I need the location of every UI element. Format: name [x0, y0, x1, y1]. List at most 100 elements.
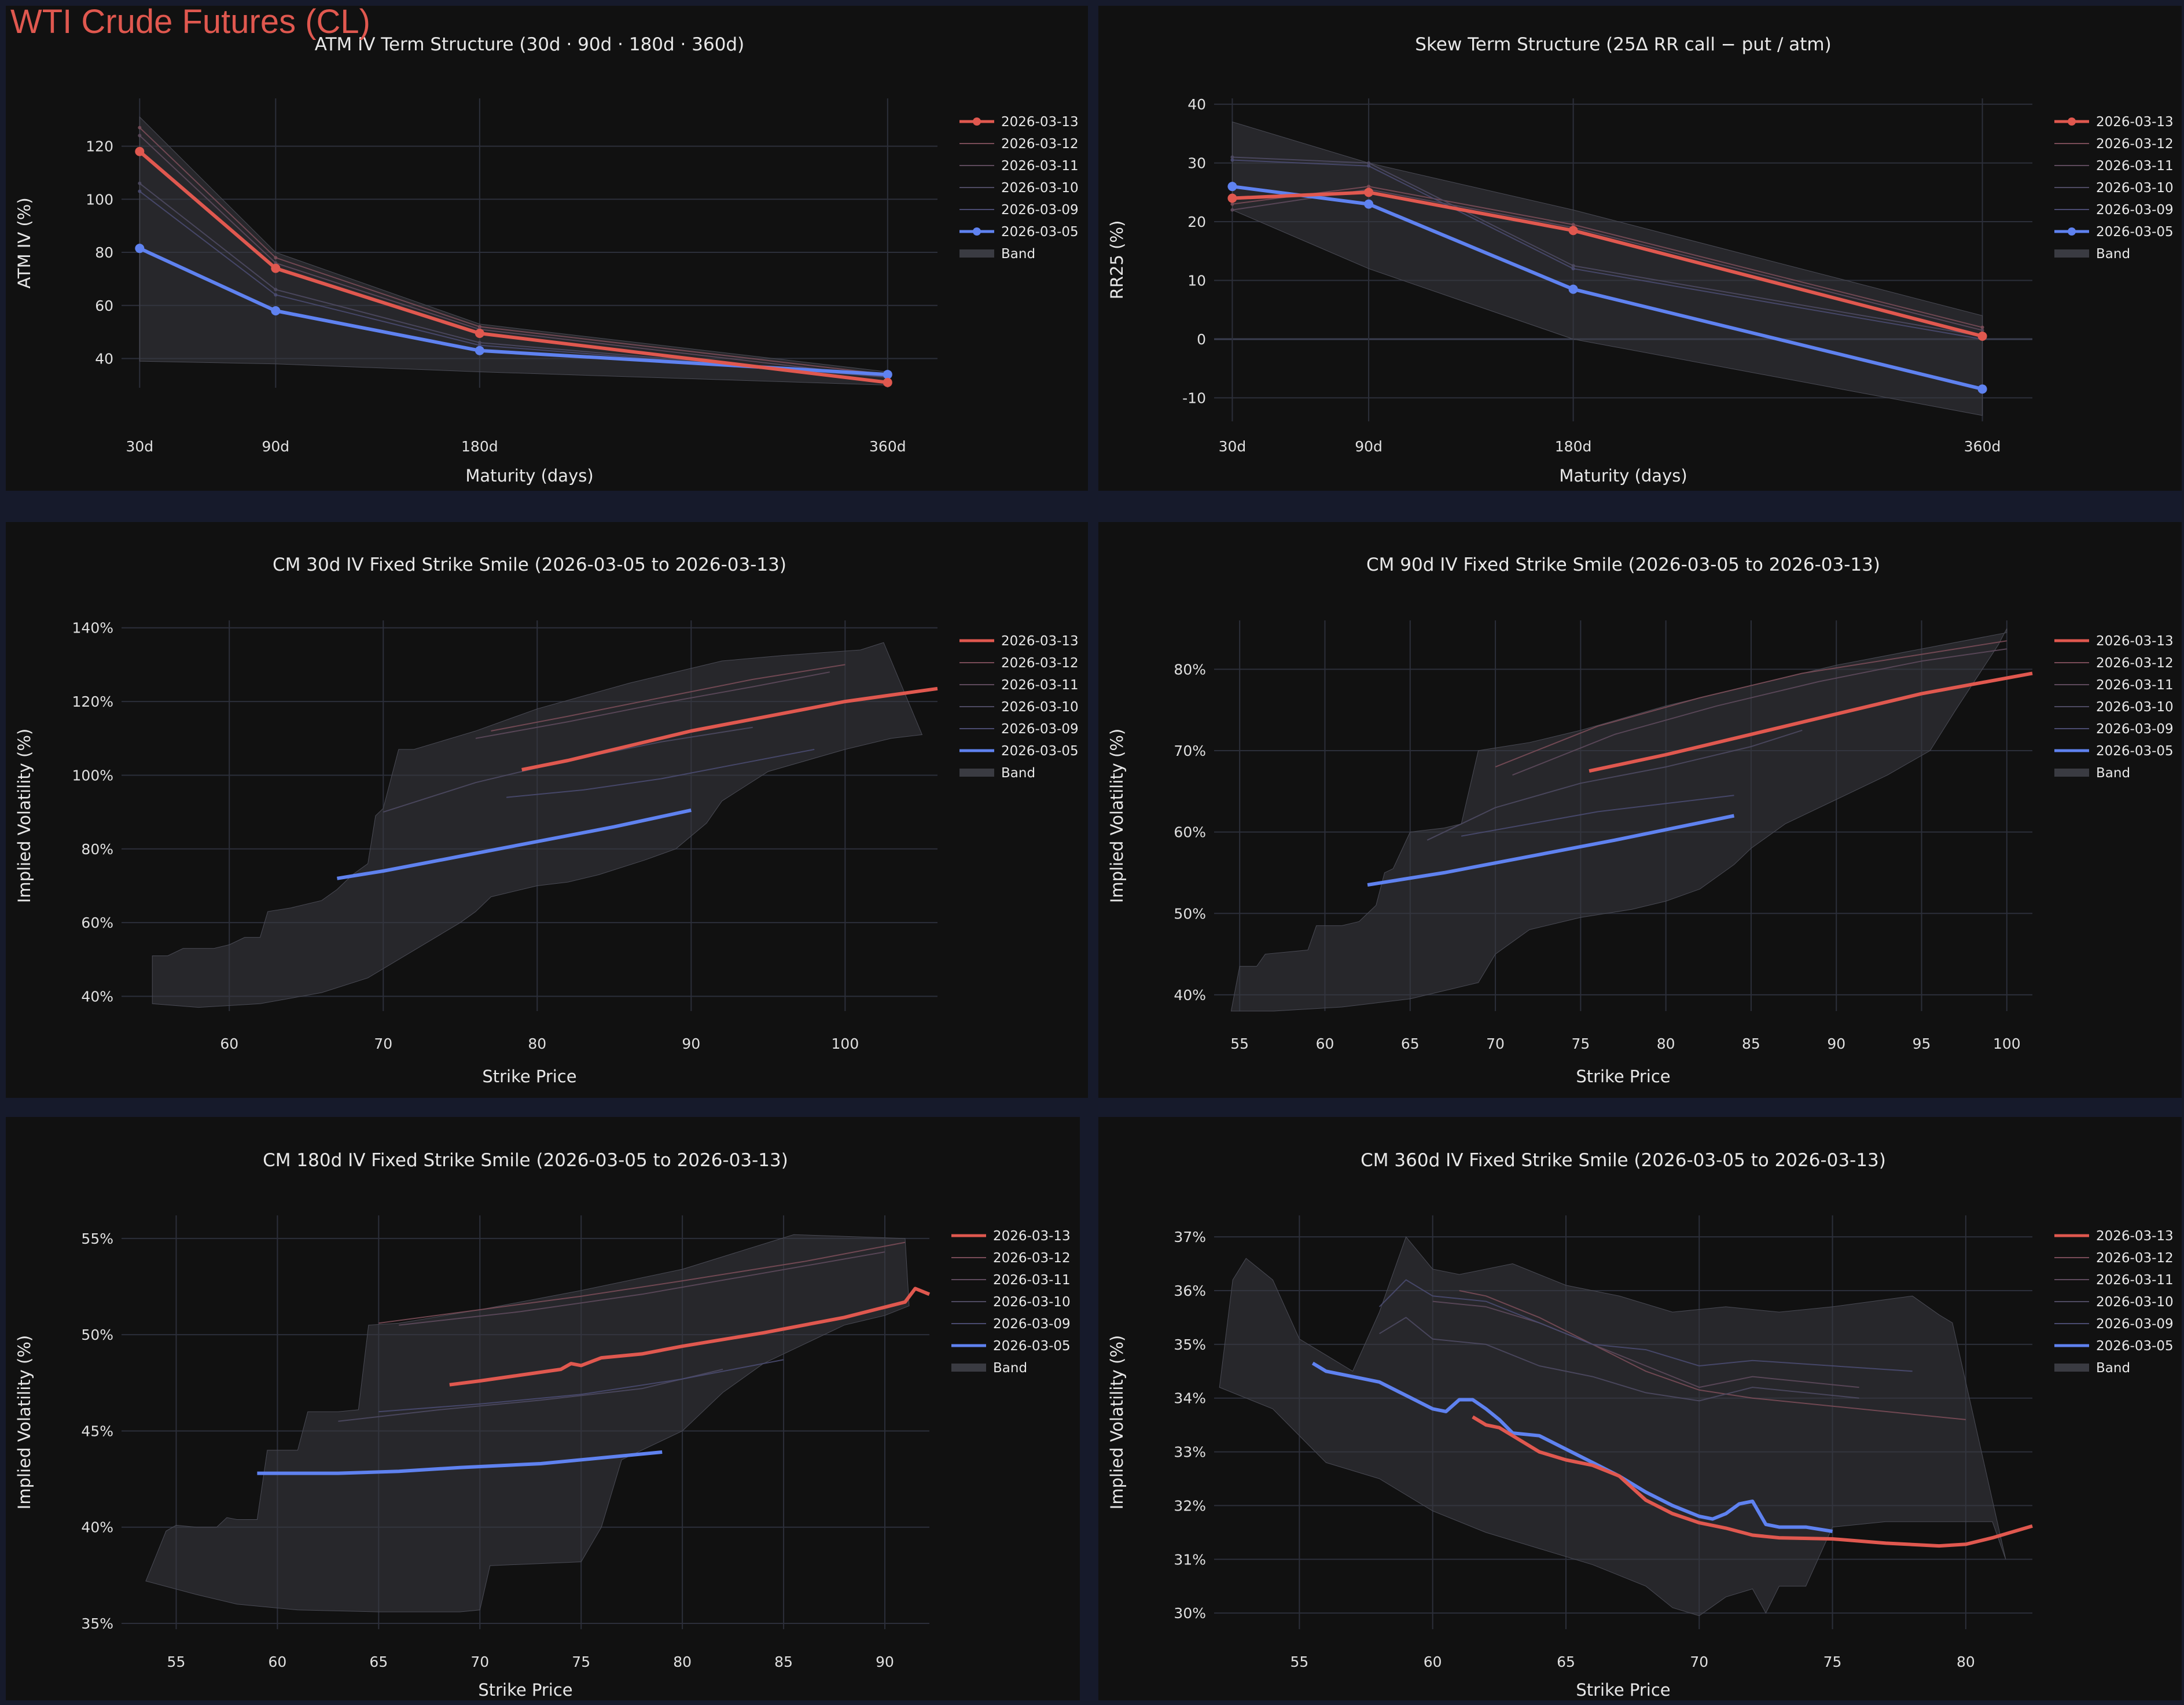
series-line-2026-03-12	[139, 127, 888, 376]
legend-label-2026-03-12: 2026-03-12	[2096, 656, 2174, 671]
series-point-2026-03-12	[1980, 325, 1984, 329]
y-tick-label: 40	[95, 351, 113, 368]
series-line-2026-03-11	[1232, 189, 1983, 331]
series-line-2026-03-13	[1589, 671, 2033, 773]
legend-label-2026-03-13: 2026-03-13	[2096, 634, 2174, 649]
legend-label-2026-03-13: 2026-03-13	[2096, 1229, 2174, 1244]
band-area	[139, 116, 888, 385]
y-tick-label: 35%	[1174, 1336, 1206, 1353]
legend: 2026-03-13 2026-03-12 2026-03-11 2026-03-10…	[959, 115, 1079, 262]
series-line-2026-03-09	[378, 1359, 784, 1413]
series-line-2026-03-05	[337, 808, 692, 880]
x-tick-label: 30d	[1219, 438, 1247, 455]
chart-title: CM 180d IV Fixed Strike Smile (2026-03-0…	[263, 1150, 788, 1171]
legend-label-2026-03-05: 2026-03-05	[2096, 1339, 2174, 1354]
series-point-2026-03-13	[883, 377, 892, 387]
cm30d-smile-panel: CM 30d IV Fixed Strike Smile (2026-03-05…	[6, 522, 1088, 1098]
legend-label-2026-03-05: 2026-03-05	[2096, 744, 2174, 759]
series-line-2026-03-13	[1472, 1415, 2033, 1548]
series-line-2026-03-09	[1378, 1279, 1913, 1372]
x-axis-title: Strike Price	[1576, 1680, 1670, 1700]
series-line-2026-03-09	[506, 748, 815, 798]
series-point-2026-03-13	[1364, 188, 1374, 197]
series-line-2026-03-11	[1432, 1300, 1859, 1388]
x-axis-title: Strike Price	[478, 1680, 572, 1700]
series-point-2026-03-13	[135, 146, 145, 156]
y-tick-label: 55%	[81, 1230, 113, 1247]
series-point-2026-03-13	[1568, 226, 1578, 236]
x-tick-label: 65	[1401, 1035, 1420, 1052]
legend-label-2026-03-12: 2026-03-12	[1001, 656, 1079, 671]
atm-iv-term-structure-panel: ATM IV Term Structure (30d · 90d · 180d …	[6, 6, 1088, 491]
series-line-2026-03-10	[338, 1369, 723, 1422]
y-tick-label: 80	[95, 244, 113, 261]
legend-swatch-band	[951, 1364, 986, 1372]
y-tick-label: 60	[95, 297, 113, 314]
legend-label-2026-03-12: 2026-03-12	[2096, 137, 2174, 152]
legend-label-2026-03-09: 2026-03-09	[993, 1317, 1071, 1332]
series-line-2026-03-10	[139, 183, 888, 378]
series-point-2026-03-10	[1367, 161, 1371, 165]
x-axis-title: Strike Price	[1576, 1067, 1670, 1086]
band-area	[1231, 121, 1983, 416]
series-point-2026-03-10	[477, 341, 481, 345]
legend-label-2026-03-13: 2026-03-13	[993, 1229, 1071, 1244]
series-point-2026-03-13	[271, 263, 281, 273]
series-point-2026-03-12	[274, 256, 278, 260]
series-point-2026-03-09	[1230, 158, 1234, 162]
x-axis-title: Maturity (days)	[465, 466, 593, 486]
legend-label-band: Band	[1001, 766, 1035, 781]
x-tick-label: 75	[1823, 1653, 1842, 1670]
x-tick-label: 55	[1290, 1653, 1308, 1670]
plot-area	[1219, 1236, 2033, 1616]
legend-marker-2026-03-05	[2068, 227, 2076, 236]
y-tick-label: 100	[86, 191, 113, 208]
series-line-2026-03-11	[139, 135, 888, 378]
series-point-2026-03-09	[274, 293, 278, 297]
legend-label-band: Band	[2096, 1361, 2130, 1376]
y-tick-label: 10	[1187, 273, 1206, 289]
legend-label-2026-03-13: 2026-03-13	[1001, 115, 1079, 130]
y-tick-label: 45%	[81, 1423, 113, 1439]
x-tick-label: 65	[1557, 1653, 1575, 1670]
series-line-2026-03-09	[1461, 795, 1734, 837]
x-tick-label: 80	[528, 1035, 546, 1052]
series-line-2026-03-13	[521, 686, 938, 771]
series-line-2026-03-05	[1367, 814, 1735, 887]
cm360d-smile-panel: CM 360d IV Fixed Strike Smile (2026-03-0…	[1098, 1117, 2182, 1700]
legend-label-2026-03-11: 2026-03-11	[2096, 678, 2174, 693]
series-point-2026-03-13	[475, 328, 484, 338]
series-point-2026-03-09	[1571, 267, 1575, 271]
y-axis-title: ATM IV (%)	[14, 197, 34, 288]
x-tick-label: 90	[1827, 1035, 1845, 1052]
x-tick-label: 60	[1424, 1653, 1442, 1670]
x-tick-label: 95	[1913, 1035, 1931, 1052]
x-tick-label: 70	[1486, 1035, 1505, 1052]
y-tick-label: 60%	[81, 914, 113, 931]
x-tick-label: 180d	[1555, 438, 1592, 455]
legend-label-band: Band	[2096, 766, 2130, 781]
series-point-2026-03-13	[1227, 193, 1237, 203]
y-tick-label: 31%	[1174, 1551, 1206, 1568]
plot-area	[135, 116, 892, 387]
series-point-2026-03-05	[1227, 182, 1237, 192]
series-point-2026-03-10	[138, 181, 142, 185]
legend-label-band: Band	[2096, 247, 2130, 262]
skew-term-structure-chart: Skew Term Structure (25Δ RR call − put /…	[1107, 34, 2174, 486]
series-point-2026-03-10	[1571, 264, 1575, 268]
y-axis-title: Implied Volatility (%)	[14, 729, 34, 903]
y-tick-label: 36%	[1174, 1283, 1206, 1299]
legend-label-band: Band	[993, 1361, 1027, 1376]
legend-label-2026-03-11: 2026-03-11	[2096, 159, 2174, 174]
legend-label-2026-03-10: 2026-03-10	[993, 1295, 1071, 1310]
legend-label-2026-03-10: 2026-03-10	[1001, 700, 1079, 715]
series-line-2026-03-11	[399, 1251, 885, 1326]
x-tick-label: 360d	[869, 438, 906, 455]
band-area	[1230, 628, 2007, 1012]
plot-area	[1227, 121, 1987, 416]
y-tick-label: 30	[1187, 155, 1206, 172]
y-tick-label: 20	[1187, 214, 1206, 230]
legend-label-2026-03-11: 2026-03-11	[1001, 159, 1079, 174]
y-axis-title: Implied Volatility (%)	[1107, 729, 1127, 903]
legend-label-2026-03-09: 2026-03-09	[1001, 722, 1079, 737]
